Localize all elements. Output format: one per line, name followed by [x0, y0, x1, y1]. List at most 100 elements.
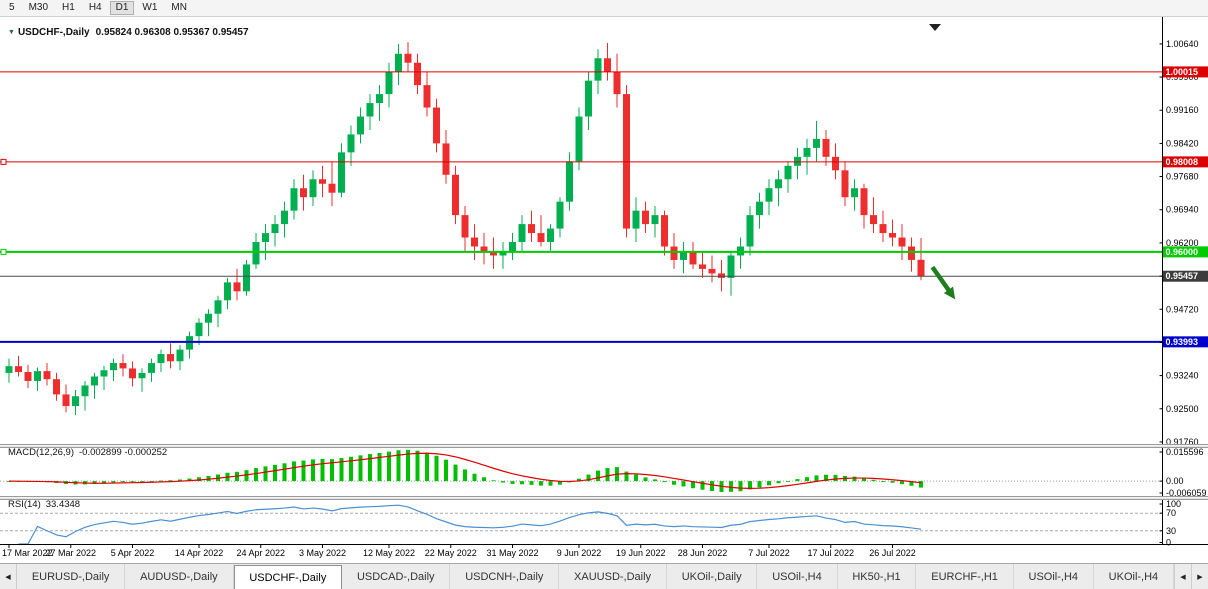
x-axis-label: 9 Jun 2022	[557, 548, 602, 558]
chart-header: ▼ USDCHF-,Daily 0.95824 0.96308 0.95367 0.…	[8, 27, 249, 38]
candle	[167, 343, 174, 369]
candle	[290, 179, 298, 220]
candle	[870, 197, 877, 234]
timeframe-m30-button[interactable]: M30	[28, 2, 49, 13]
tab-xauusd-daily[interactable]: XAUUSD-,Daily	[559, 564, 667, 589]
tab-scroll-back-button[interactable]: ◀	[1174, 564, 1191, 589]
candle	[727, 250, 735, 296]
svg-text:0.95457: 0.95457	[1166, 271, 1199, 281]
chart-shift-marker-icon[interactable]	[929, 24, 941, 31]
y-axis-label: 0.97680	[1166, 172, 1199, 182]
y-axis-label: 0.99160	[1166, 105, 1199, 115]
tab-usdchf-daily[interactable]: USDCHF-,Daily	[233, 565, 343, 589]
candle	[908, 237, 915, 272]
rsi-indicator-label: RSI(14) 33.4348	[8, 499, 80, 510]
rsi-axis-label: 70	[1166, 508, 1176, 518]
y-axis-label: 0.98420	[1166, 138, 1199, 148]
candle	[651, 206, 659, 238]
candle	[575, 107, 583, 171]
candle	[813, 120, 820, 162]
candle	[699, 250, 706, 278]
candle	[718, 259, 725, 292]
tab-usdcnh-daily[interactable]: USDCNH-,Daily	[450, 564, 560, 589]
candle	[414, 53, 421, 95]
price-tag: 0.93993	[1163, 336, 1208, 348]
candle	[518, 215, 526, 251]
tab-hk50-h1[interactable]: HK50-,H1	[838, 564, 917, 589]
candle	[708, 255, 716, 283]
candle	[547, 224, 554, 251]
candle	[442, 129, 450, 184]
candlestick-series	[5, 42, 925, 416]
timeframe-h1-button[interactable]: H1	[62, 2, 75, 13]
candle	[746, 206, 754, 256]
x-axis-label: 5 Apr 2022	[111, 548, 155, 558]
y-axis-label: 1.00640	[1166, 39, 1199, 49]
candle	[233, 268, 241, 301]
x-axis-label: 28 Jun 2022	[678, 548, 728, 558]
resistance-line-2-handle[interactable]	[0, 158, 7, 165]
tab-ukoil-h4[interactable]: UKOil-,H4	[1094, 564, 1174, 589]
support-line-green-handle[interactable]	[0, 248, 7, 255]
tab-scroll-forward-button[interactable]: ▶	[1191, 564, 1208, 589]
x-axis-label: 12 May 2022	[363, 548, 415, 558]
x-axis-label: 17 Jul 2022	[807, 548, 854, 558]
x-axis-label: 14 Apr 2022	[175, 548, 224, 558]
tab-usoil-h4[interactable]: USOil-,H4	[757, 564, 838, 589]
x-axis-label: 3 May 2022	[299, 548, 346, 558]
y-axis-label: 0.96200	[1166, 238, 1199, 248]
chart-tab-bar: ◀ EURUSD-,Daily AUDUSD-,Daily USDCHF-,Daily…	[0, 563, 1208, 589]
candle	[461, 206, 469, 251]
candle	[480, 233, 488, 265]
rsi-name: RSI(14)	[8, 499, 41, 510]
sell-arrow-annotation[interactable]	[930, 265, 953, 295]
timeframe-h4-button[interactable]: H4	[88, 2, 102, 13]
candle	[110, 358, 117, 381]
candle	[632, 197, 640, 243]
candle	[642, 201, 649, 234]
tab-usoil-h4[interactable]: USOil-,H4	[1014, 564, 1094, 589]
rsi-line	[18, 504, 922, 545]
timeframe-w1-button[interactable]: W1	[142, 2, 158, 13]
rsi-value: 33.4348	[45, 499, 81, 510]
candle	[775, 170, 782, 207]
panel-splitter[interactable]	[0, 444, 1208, 448]
candle	[784, 161, 792, 193]
candle	[423, 71, 431, 117]
candle	[537, 215, 545, 247]
timeframe-mn-button[interactable]: MN	[171, 2, 187, 13]
y-axis-label: 0.93240	[1166, 371, 1199, 381]
candle	[157, 349, 165, 373]
tab-eurchf-h1[interactable]: EURCHF-,H1	[916, 564, 1014, 589]
expand-indicators-icon[interactable]: ▼	[8, 29, 15, 36]
symbol-period-label: USDCHF-,Daily	[17, 27, 90, 38]
candle	[832, 143, 839, 180]
candle	[765, 179, 773, 216]
tab-ukoil-daily[interactable]: UKOil-,Daily	[667, 564, 758, 589]
candle	[53, 372, 60, 401]
panel-splitter[interactable]	[0, 496, 1208, 500]
macd-name: MACD(12,26,9)	[8, 447, 74, 458]
tab-usdcad-daily[interactable]: USDCAD-,Daily	[342, 564, 451, 589]
candle	[214, 295, 222, 328]
candle	[756, 192, 763, 229]
candle	[623, 85, 630, 238]
candle	[186, 331, 193, 359]
candle	[509, 233, 516, 260]
price-chart-canvas[interactable]: 1.006400.999000.991600.984200.976800.969…	[0, 17, 1208, 563]
candle	[689, 242, 697, 269]
candle	[585, 71, 592, 130]
timeframe-5-button[interactable]: 5	[9, 2, 15, 13]
tab-eurusd-daily[interactable]: EURUSD-,Daily	[17, 564, 126, 589]
candle	[851, 179, 858, 211]
x-axis-label: 27 Mar 2022	[45, 548, 96, 558]
timeframe-d1-button[interactable]: D1	[109, 1, 135, 15]
tab-scroll-left-button[interactable]: ◀	[0, 564, 17, 589]
candle	[471, 224, 478, 260]
x-axis-label: 24 Apr 2022	[236, 548, 285, 558]
candle	[328, 161, 336, 207]
candle	[490, 237, 497, 269]
candle	[62, 384, 70, 413]
candle	[262, 224, 269, 260]
tab-audusd-daily[interactable]: AUDUSD-,Daily	[125, 564, 234, 589]
